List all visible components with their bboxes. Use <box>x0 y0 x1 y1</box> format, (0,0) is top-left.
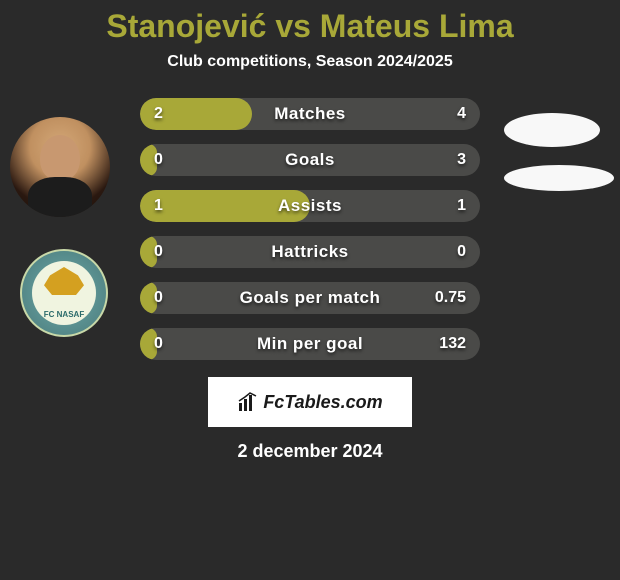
stat-row: 2Matches4 <box>140 95 480 133</box>
stat-right-value: 3 <box>457 144 466 176</box>
stat-label: Hattricks <box>140 236 480 268</box>
stat-right-value: 4 <box>457 98 466 130</box>
stat-row: 1Assists1 <box>140 187 480 225</box>
stat-right-value: 1 <box>457 190 466 222</box>
stat-right-value: 0 <box>457 236 466 268</box>
watermark-text: FcTables.com <box>263 392 382 413</box>
stat-label: Goals <box>140 144 480 176</box>
comparison-panel: 2Matches40Goals31Assists10Hattricks00Goa… <box>0 95 620 462</box>
stat-label: Matches <box>140 98 480 130</box>
stat-label: Min per goal <box>140 328 480 360</box>
player2-avatar-placeholder <box>504 113 600 147</box>
stat-label: Goals per match <box>140 282 480 314</box>
stat-row: 0Goals3 <box>140 141 480 179</box>
date-text: 2 december 2024 <box>20 441 600 462</box>
stat-row: 0Hattricks0 <box>140 233 480 271</box>
chart-icon <box>237 391 259 413</box>
stat-row: 0Min per goal132 <box>140 325 480 363</box>
player1-avatar <box>10 117 110 217</box>
stat-bars: 2Matches40Goals31Assists10Hattricks00Goa… <box>140 95 480 363</box>
stat-label: Assists <box>140 190 480 222</box>
stat-right-value: 132 <box>439 328 466 360</box>
watermark: FcTables.com <box>208 377 412 427</box>
page-title: Stanojević vs Mateus Lima <box>0 8 620 45</box>
stat-right-value: 0.75 <box>435 282 466 314</box>
subtitle: Club competitions, Season 2024/2025 <box>0 53 620 71</box>
player2-club-badge-placeholder <box>504 165 614 191</box>
stat-row: 0Goals per match0.75 <box>140 279 480 317</box>
player1-club-badge <box>20 249 108 337</box>
